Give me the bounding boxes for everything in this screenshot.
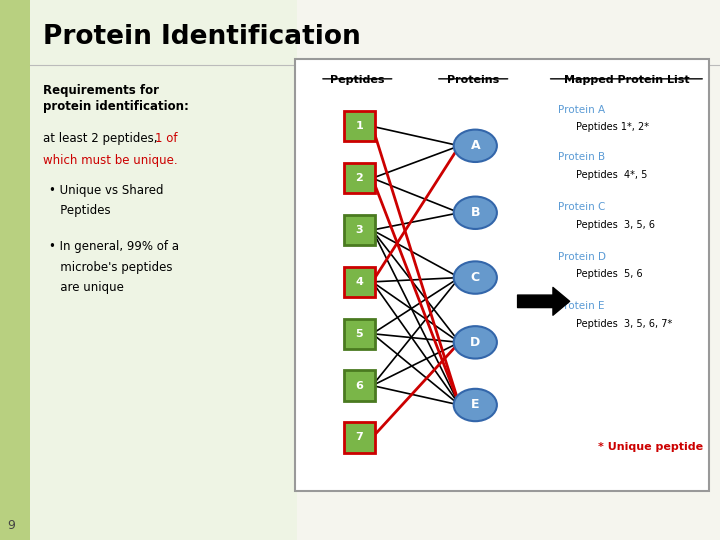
Bar (343, 319, 375, 349)
Text: C: C (471, 271, 480, 284)
Text: Peptides: Peptides (330, 75, 384, 85)
Text: 1 of: 1 of (155, 132, 177, 145)
Bar (30, 0, 297, 540)
Circle shape (454, 261, 497, 294)
Text: E: E (471, 399, 480, 411)
Text: Protein Identification: Protein Identification (43, 24, 361, 50)
Bar (343, 370, 375, 401)
Circle shape (454, 197, 497, 229)
Text: Peptides: Peptides (49, 204, 111, 217)
Text: Requirements for
protein identification:: Requirements for protein identification: (43, 84, 189, 113)
Text: • In general, 99% of a: • In general, 99% of a (49, 240, 179, 253)
Bar (343, 163, 375, 193)
Text: Protein C: Protein C (558, 202, 606, 212)
Text: • Unique vs Shared: • Unique vs Shared (49, 184, 163, 197)
Text: Proteins: Proteins (447, 75, 500, 85)
Text: 1: 1 (356, 122, 364, 131)
Text: Peptides 1*, 2*: Peptides 1*, 2* (576, 122, 649, 132)
Text: 9: 9 (7, 519, 15, 532)
Text: Protein A: Protein A (558, 105, 606, 115)
Text: 2: 2 (356, 173, 364, 183)
Text: 4: 4 (356, 277, 364, 287)
Text: Peptides  3, 5, 6, 7*: Peptides 3, 5, 6, 7* (576, 320, 672, 329)
Bar (0, 0, 30, 540)
Text: microbe's peptides: microbe's peptides (49, 261, 173, 274)
Circle shape (454, 130, 497, 162)
Text: which must be unique.: which must be unique. (43, 154, 178, 167)
Text: Protein E: Protein E (558, 301, 605, 312)
Circle shape (454, 326, 497, 359)
Text: are unique: are unique (49, 281, 124, 294)
Text: Protein D: Protein D (558, 252, 606, 262)
Bar (343, 111, 375, 141)
Circle shape (454, 389, 497, 421)
Text: Peptides  3, 5, 6: Peptides 3, 5, 6 (576, 220, 655, 230)
Bar (295, 59, 709, 491)
Text: 7: 7 (356, 433, 364, 442)
FancyArrowPatch shape (518, 287, 570, 315)
Text: B: B (471, 206, 480, 219)
Text: A: A (470, 139, 480, 152)
Bar (343, 422, 375, 453)
Text: Protein B: Protein B (558, 152, 606, 163)
Text: 5: 5 (356, 329, 363, 339)
Text: 3: 3 (356, 225, 363, 235)
Text: * Unique peptide: * Unique peptide (598, 442, 703, 452)
Bar (343, 267, 375, 297)
Text: 6: 6 (356, 381, 364, 390)
Text: Peptides  4*, 5: Peptides 4*, 5 (576, 170, 647, 180)
Text: Peptides  5, 6: Peptides 5, 6 (576, 269, 643, 279)
Bar (343, 215, 375, 245)
Text: at least 2 peptides,: at least 2 peptides, (43, 132, 161, 145)
Text: D: D (470, 336, 480, 349)
Text: Mapped Protein List: Mapped Protein List (564, 75, 689, 85)
